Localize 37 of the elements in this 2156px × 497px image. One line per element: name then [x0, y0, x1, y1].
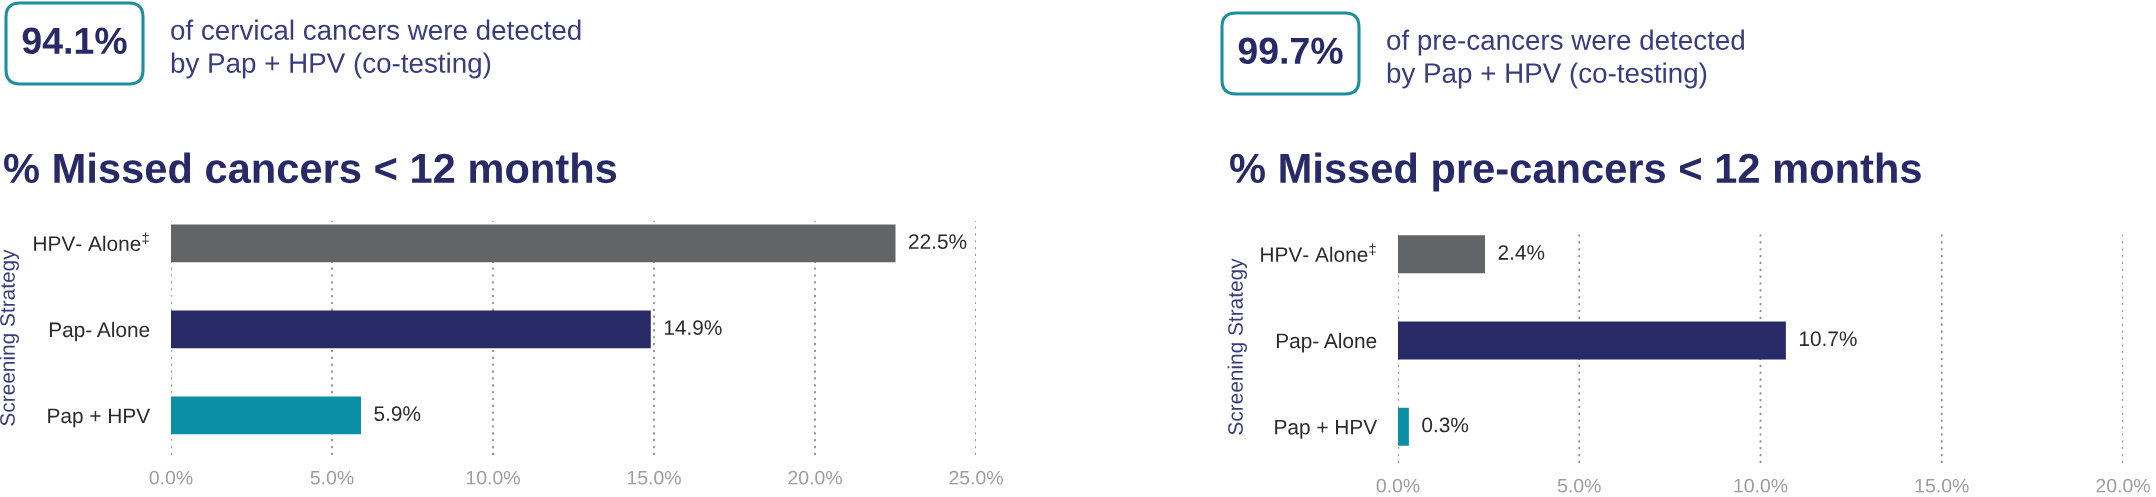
data-label: 10.7% — [1799, 331, 1857, 347]
y-tick-label: HPV- Alone$^{‡}$ — [1261, 243, 1376, 262]
x-tick-label: 5.0% — [310, 470, 354, 485]
text: 94.1% — [22, 27, 127, 55]
chart-title: % Missed cancers < 12 months — [4, 152, 617, 184]
x-tick-label: 10.0% — [466, 470, 520, 485]
y-tick-label: Pap- Alone — [1276, 332, 1377, 353]
x-tick-label: 20.0% — [2096, 478, 2150, 493]
data-label: 2.4% — [1498, 245, 1545, 260]
y-axis-title: Screening Strategy — [1227, 258, 1247, 435]
bar — [1398, 407, 1409, 446]
x-tick-label: 5.0% — [1557, 478, 1601, 493]
bar — [171, 310, 651, 349]
y-axis-title: Screening Strategy — [0, 249, 19, 426]
bar — [1398, 235, 1485, 274]
y-tick-label: HPV- Alone$^{‡}$ — [34, 232, 149, 252]
data-label: 5.9% — [374, 406, 421, 422]
text: 99.7% — [1238, 37, 1343, 65]
chart-title: % Missed pre-cancers < 12 months — [1230, 152, 1921, 192]
x-tick-label: 15.0% — [1915, 478, 1969, 493]
x-tick-label: 0.0% — [1376, 478, 1420, 493]
x-tick-label: 0.0% — [149, 470, 193, 485]
data-label: 0.3% — [1422, 417, 1469, 433]
x-tick-label: 20.0% — [788, 470, 842, 485]
text: of cervical cancers were detected by Pap + HPV (co-testing) — [171, 19, 581, 79]
data-label: 22.5% — [909, 234, 967, 249]
bar — [1398, 321, 1786, 360]
x-tick-label: 10.0% — [1734, 478, 1788, 493]
y-tick-label: Pap + HPV — [1275, 419, 1378, 439]
y-tick-label: Pap- Alone — [49, 321, 150, 342]
x-tick-label: 25.0% — [949, 470, 1003, 485]
data-label: 14.9% — [664, 320, 722, 335]
bar — [171, 224, 896, 263]
y-tick-label: Pap + HPV — [48, 408, 151, 428]
text: of pre-cancers were detected by Pap + HPV (co-testing) — [1387, 29, 1744, 89]
x-tick-label: 15.0% — [627, 470, 681, 485]
bar — [171, 396, 361, 435]
